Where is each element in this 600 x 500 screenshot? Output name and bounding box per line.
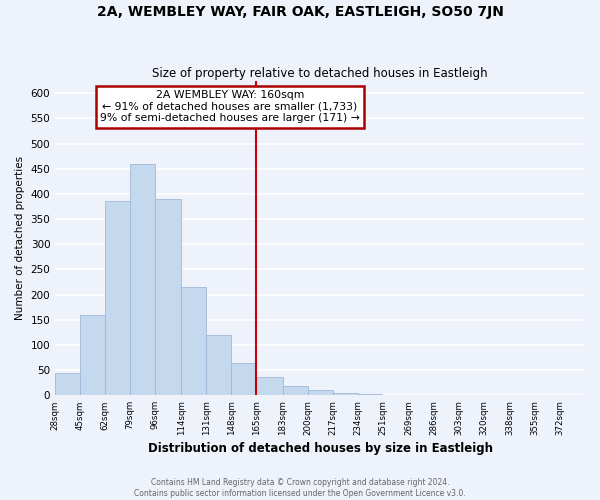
- Bar: [80, 315, 105, 396]
- Bar: [206, 335, 231, 396]
- Bar: [283, 386, 308, 396]
- Text: 2A WEMBLEY WAY: 160sqm
← 91% of detached houses are smaller (1,733)
9% of semi-d: 2A WEMBLEY WAY: 160sqm ← 91% of detached…: [100, 90, 360, 124]
- Bar: [181, 287, 206, 396]
- Title: Size of property relative to detached houses in Eastleigh: Size of property relative to detached ho…: [152, 66, 488, 80]
- Bar: [155, 199, 181, 396]
- Bar: [332, 393, 358, 396]
- X-axis label: Distribution of detached houses by size in Eastleigh: Distribution of detached houses by size …: [148, 442, 493, 455]
- Bar: [55, 372, 80, 396]
- Bar: [256, 376, 283, 396]
- Y-axis label: Number of detached properties: Number of detached properties: [15, 156, 25, 320]
- Bar: [231, 362, 256, 396]
- Bar: [358, 394, 382, 396]
- Text: 2A, WEMBLEY WAY, FAIR OAK, EASTLEIGH, SO50 7JN: 2A, WEMBLEY WAY, FAIR OAK, EASTLEIGH, SO…: [97, 5, 503, 19]
- Bar: [130, 164, 155, 396]
- Bar: [308, 390, 332, 396]
- Bar: [105, 202, 130, 396]
- Text: Contains HM Land Registry data © Crown copyright and database right 2024.
Contai: Contains HM Land Registry data © Crown c…: [134, 478, 466, 498]
